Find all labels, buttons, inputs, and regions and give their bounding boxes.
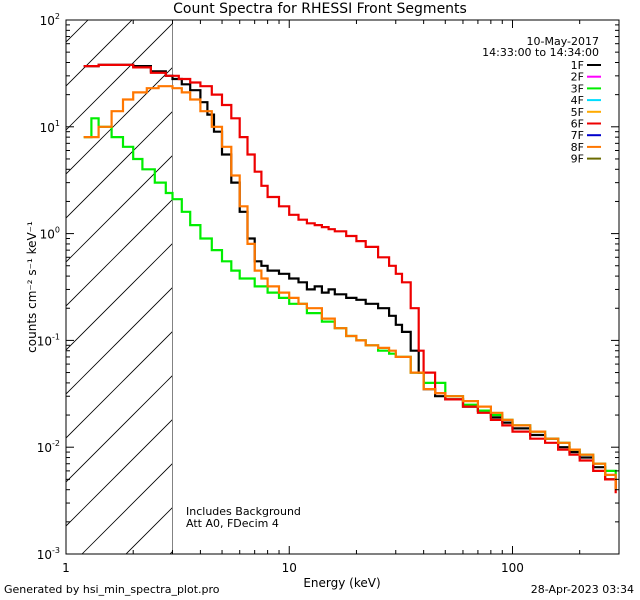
legend-label-3F: 3F	[571, 82, 584, 95]
plot-frame	[65, 19, 620, 555]
legend-label-5F: 5F	[571, 106, 584, 119]
annotation-attenuator: Att A0, FDecim 4	[186, 517, 279, 530]
hatch-line	[125, 506, 173, 554]
series-6F	[83, 63, 617, 494]
hatch-line	[66, 418, 173, 527]
generated-timestamp: 28-Apr-2023 03:34	[530, 583, 634, 596]
hatch-line	[66, 22, 173, 131]
generator-note: Generated by hsi_min_spectra_plot.pro	[4, 583, 220, 596]
legend-label-6F: 6F	[571, 118, 584, 131]
y-tick-label: 10-2	[37, 439, 60, 455]
series-1F	[83, 63, 617, 490]
legend-label-7F: 7F	[571, 129, 584, 142]
series-group	[83, 63, 617, 494]
date-label: 10-May-2017	[527, 35, 599, 48]
y-tick-label: 102	[40, 12, 60, 28]
hatch-line	[0, 0, 110, 554]
legend-label-1F: 1F	[571, 59, 584, 72]
hatch-line	[66, 242, 173, 351]
chart-title: Count Spectra for RHESSI Front Segments	[173, 1, 467, 17]
y-tick-label: 100	[40, 226, 60, 242]
legend-label-4F: 4F	[571, 94, 584, 107]
y-tick-label: 10-1	[37, 332, 60, 348]
x-tick-label: 10	[282, 561, 297, 575]
hatch-line	[66, 66, 173, 175]
x-axis-label: Energy (keV)	[303, 576, 380, 590]
annotation-background: Includes Background	[186, 505, 301, 518]
y-tick-label: 101	[40, 119, 60, 135]
hatch-line	[66, 154, 173, 263]
hatch-line	[302, 0, 640, 554]
series-8F	[83, 85, 617, 490]
hatch-line	[66, 198, 173, 307]
y-tick-label: 10-3	[37, 546, 60, 562]
y-axis-label: counts cm⁻² s⁻¹ keV⁻¹	[25, 221, 39, 353]
hatch-line	[66, 20, 133, 87]
legend-label-2F: 2F	[571, 71, 584, 84]
hatch-line	[66, 330, 173, 439]
x-tick-label: 1	[62, 561, 70, 575]
hatch-line	[66, 374, 173, 483]
hatched-region	[0, 0, 640, 554]
hatch-line	[66, 286, 173, 395]
legend-label-9F: 9F	[571, 153, 584, 166]
x-tick-label: 100	[501, 561, 524, 575]
time-range-label: 14:33:00 to 14:34:00	[482, 46, 599, 59]
legend-label-8F: 8F	[571, 141, 584, 154]
hatch-line	[81, 462, 173, 554]
axes-group: 1 10 100 102 101 100 10-1 10-2 10-3	[37, 12, 620, 575]
